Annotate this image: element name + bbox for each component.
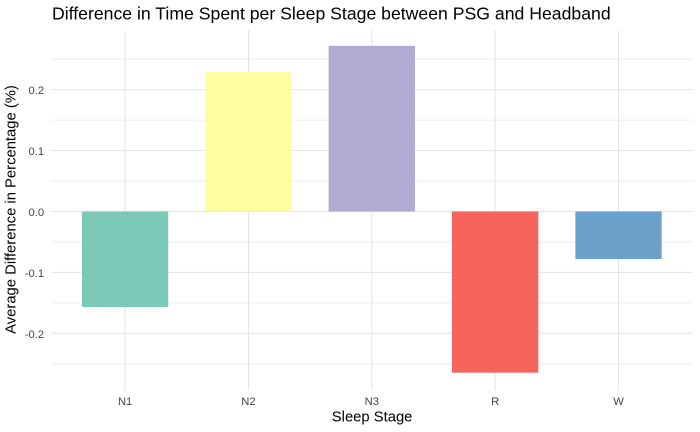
svg-text:W: W [613,396,624,408]
svg-text:0.1: 0.1 [29,146,45,158]
svg-text:0.0: 0.0 [29,207,45,219]
svg-text:R: R [491,396,499,408]
svg-text:Sleep Stage: Sleep Stage [332,410,413,426]
svg-text:Difference in Time Spent per S: Difference in Time Spent per Sleep Stage… [52,4,611,24]
svg-text:N3: N3 [365,396,379,408]
svg-text:0.2: 0.2 [29,85,45,97]
svg-text:N1: N1 [118,396,132,408]
svg-text:-0.1: -0.1 [25,268,44,280]
svg-text:Average Difference in Percenta: Average Difference in Percentage (%) [4,85,20,334]
svg-text:N2: N2 [241,396,255,408]
svg-text:-0.2: -0.2 [25,329,44,341]
